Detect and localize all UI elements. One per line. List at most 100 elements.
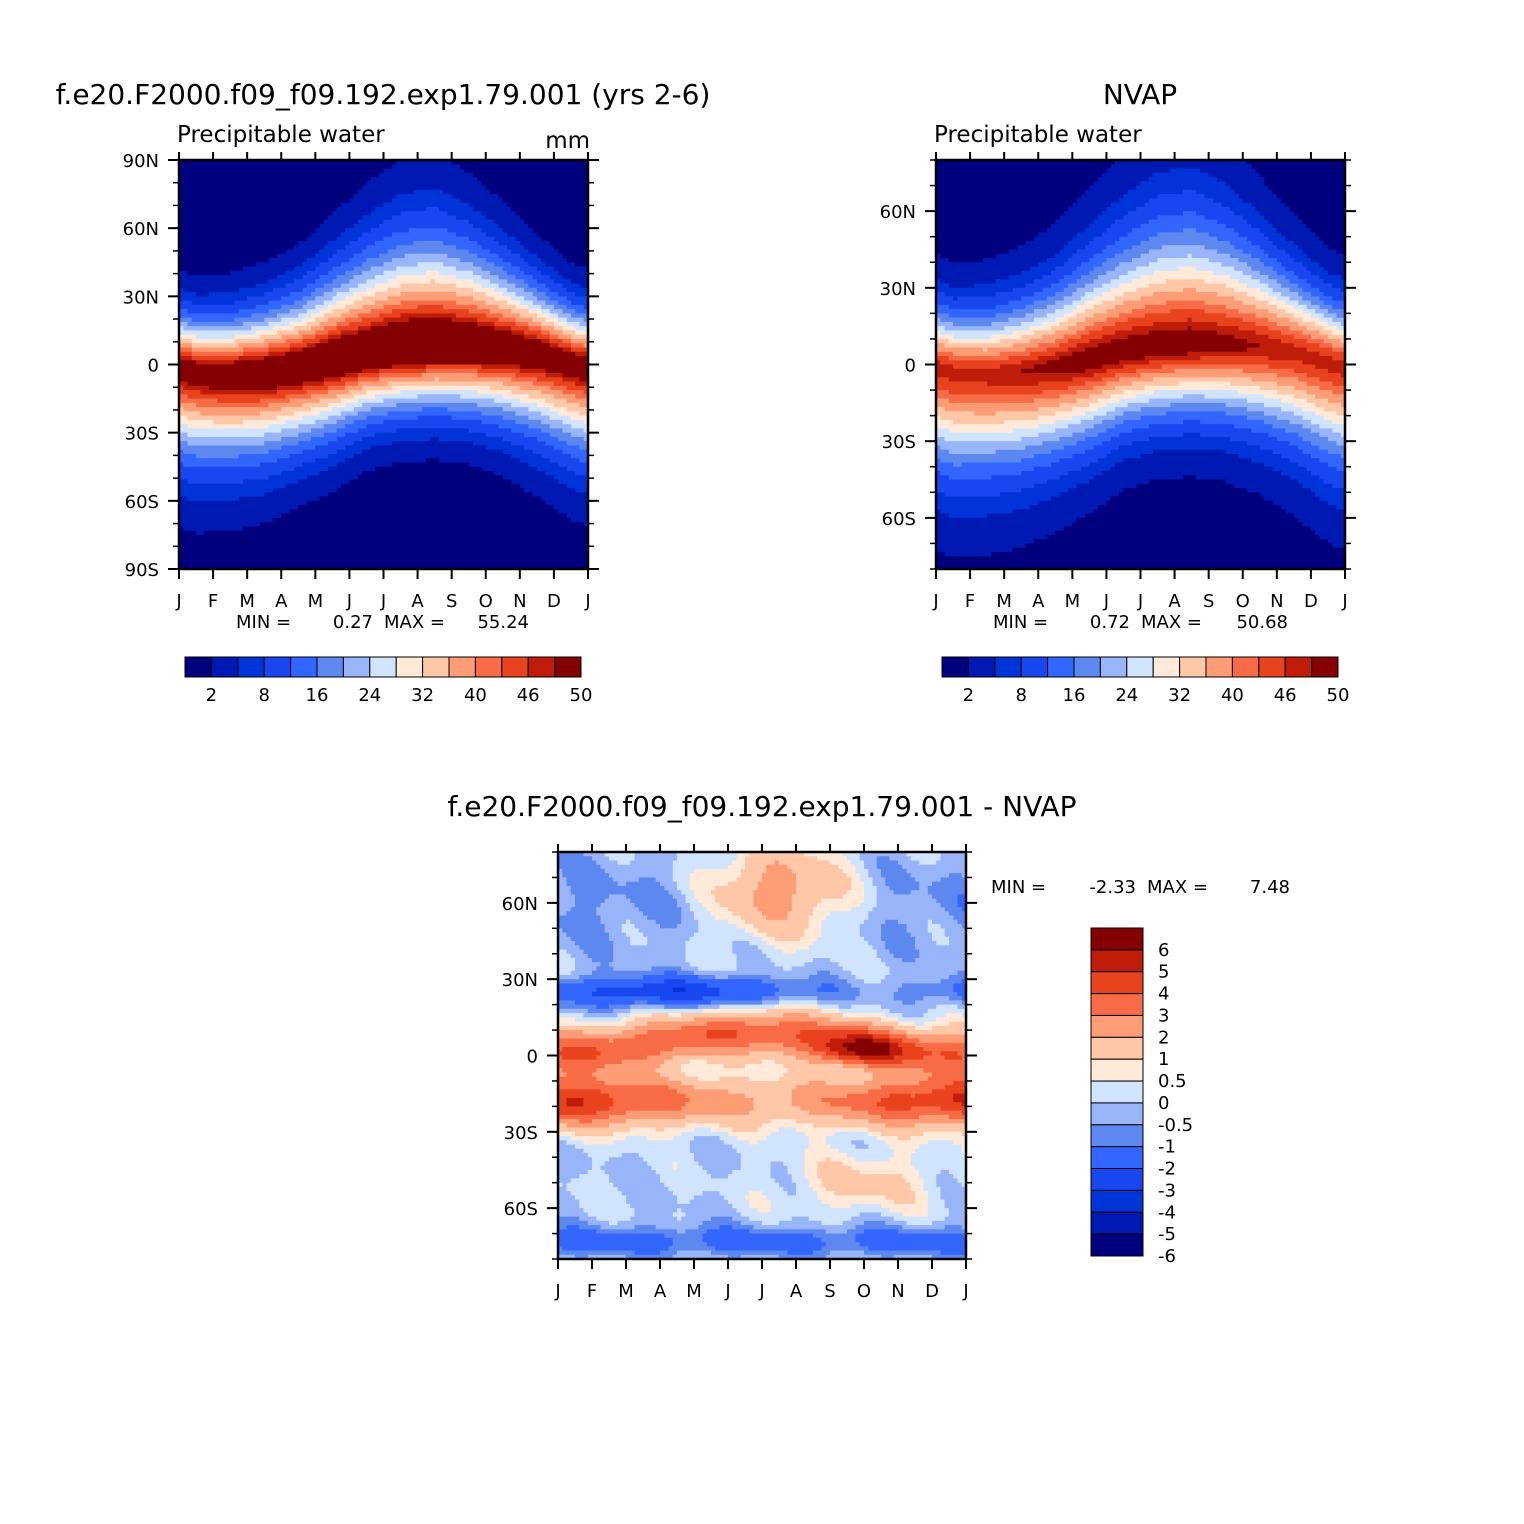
field-cell [936, 492, 946, 498]
field-cell [536, 266, 555, 272]
field-cell [515, 317, 534, 323]
field-cell [1123, 411, 1167, 417]
field-cell [392, 164, 461, 170]
field-cell [1059, 475, 1095, 481]
field-cell [1149, 177, 1218, 182]
field-cell [1247, 160, 1345, 165]
field-cell [519, 458, 551, 464]
field-cell [702, 1220, 742, 1226]
field-cell [281, 445, 316, 451]
field-cell [902, 983, 954, 989]
field-cell [953, 1093, 966, 1099]
y-tick-label: 90S [125, 560, 159, 581]
field-cell [940, 1250, 966, 1256]
field-cell [936, 296, 954, 302]
field-cell [549, 424, 572, 430]
field-cell [494, 398, 521, 404]
field-cell [558, 300, 572, 306]
field-cell [366, 257, 393, 263]
field-cell [1059, 402, 1090, 408]
field-cell [345, 270, 363, 276]
field-cell [711, 890, 755, 895]
field-cell [592, 1157, 610, 1163]
field-cell [1208, 172, 1261, 178]
field-cell [179, 287, 184, 293]
field-cell [949, 873, 963, 879]
colorbar-label: 3 [1158, 1005, 1169, 1026]
field-cell [558, 1076, 597, 1082]
field-cell [494, 287, 508, 293]
field-cell [345, 458, 427, 464]
field-cell [749, 1042, 784, 1048]
field-cell [187, 441, 265, 447]
field-cell [179, 309, 189, 314]
field-cell [791, 1089, 869, 1095]
field-cell [1166, 279, 1205, 285]
field-cell [528, 223, 588, 229]
field-cell [1268, 283, 1282, 289]
field-cell [1298, 445, 1321, 451]
field-cell [715, 894, 755, 900]
field-cell [302, 402, 329, 408]
x-tick-label: O [1236, 591, 1250, 612]
field-cell [1238, 279, 1261, 285]
field-cell [817, 1174, 903, 1180]
field-cell [851, 907, 874, 912]
field-cell [353, 453, 512, 459]
field-cell [974, 411, 997, 417]
field-cell [668, 1246, 716, 1252]
field-cell [621, 1153, 640, 1158]
field-cell [936, 462, 954, 468]
field-cell [558, 949, 568, 955]
field-cell [477, 321, 495, 327]
field-cell [677, 881, 691, 887]
field-cell [1255, 330, 1282, 336]
field-cell [528, 309, 542, 314]
y-tick-label: 30N [880, 279, 916, 300]
field-cell [502, 313, 521, 319]
field-cell [315, 279, 333, 285]
field-cell [1076, 441, 1103, 447]
field-cell [991, 334, 1022, 340]
field-cell [1229, 240, 1252, 246]
field-cell [936, 262, 1039, 268]
field-cell [179, 522, 261, 527]
field-cell [553, 505, 588, 510]
field-cell [1268, 292, 1282, 297]
field-cell [944, 436, 1022, 442]
field-cell [766, 915, 789, 921]
x-tick-label: M [1065, 591, 1081, 612]
field-cell [889, 856, 912, 862]
field-cell [558, 1216, 580, 1222]
field-cell [1136, 266, 1180, 272]
field-cell [1123, 194, 1159, 199]
field-cell [340, 232, 363, 238]
field-cell [936, 373, 1095, 378]
field-cell [702, 1237, 823, 1243]
field-cell [728, 1174, 772, 1180]
field-cell [668, 1076, 699, 1082]
field-cell [1285, 309, 1303, 314]
field-cell [1187, 326, 1193, 332]
field-cell [532, 317, 546, 323]
field-cell [481, 411, 517, 417]
field-cell [596, 1004, 610, 1010]
field-cell [1089, 402, 1108, 408]
panel-model-min-value: 0.27 [333, 612, 373, 633]
field-cell [613, 1102, 687, 1107]
field-cell [1097, 505, 1282, 510]
field-cell [936, 279, 941, 285]
field-cell [179, 381, 189, 387]
field-cell [558, 1059, 623, 1065]
field-cell [396, 160, 453, 165]
field-cell [1110, 338, 1248, 344]
field-cell [570, 343, 585, 349]
field-cell [728, 919, 746, 925]
field-cell [1306, 279, 1325, 285]
field-cell [1276, 194, 1345, 199]
field-cell [472, 172, 588, 178]
field-cell [694, 1157, 742, 1163]
field-cell [804, 1174, 818, 1180]
field-cell [630, 919, 657, 925]
field-cell [719, 1123, 763, 1129]
